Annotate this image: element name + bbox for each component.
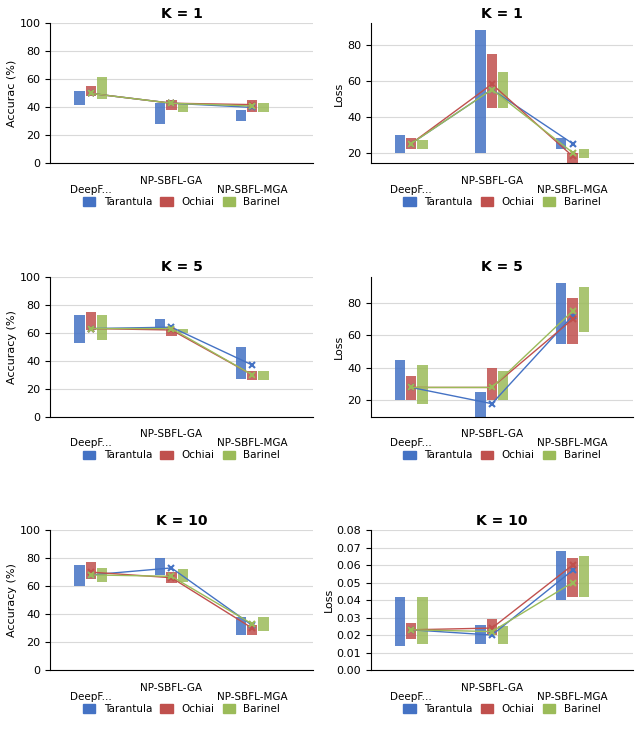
Bar: [486, 620, 497, 635]
Bar: [579, 556, 589, 597]
Bar: [417, 597, 428, 644]
Text: NP-SBFL-MGA: NP-SBFL-MGA: [537, 185, 608, 195]
Bar: [155, 558, 165, 575]
Legend: Tarantula, Ochiai, Barinel: Tarantula, Ochiai, Barinel: [79, 193, 284, 211]
Bar: [236, 347, 246, 379]
Bar: [236, 110, 246, 121]
Bar: [556, 138, 566, 149]
Bar: [556, 284, 566, 343]
Bar: [155, 103, 165, 124]
Bar: [86, 87, 96, 96]
Bar: [258, 370, 269, 380]
Bar: [258, 617, 269, 631]
Bar: [177, 329, 188, 333]
Bar: [97, 76, 108, 99]
Y-axis label: Loss: Loss: [334, 334, 344, 359]
Bar: [568, 153, 578, 163]
Text: DeepF...: DeepF...: [70, 692, 111, 702]
Bar: [476, 392, 486, 417]
Bar: [74, 315, 84, 343]
Title: K = 10: K = 10: [156, 514, 207, 528]
Y-axis label: Accuracy (%): Accuracy (%): [7, 563, 17, 637]
Bar: [258, 103, 269, 112]
Text: DeepF...: DeepF...: [390, 438, 432, 448]
Legend: Tarantula, Ochiai, Barinel: Tarantula, Ochiai, Barinel: [79, 446, 284, 465]
Bar: [395, 597, 405, 645]
Bar: [74, 565, 84, 586]
Text: NP-SBFL-MGA: NP-SBFL-MGA: [537, 692, 608, 702]
Bar: [247, 370, 257, 380]
Bar: [406, 623, 417, 639]
Text: NP-SBFL-MGA: NP-SBFL-MGA: [537, 438, 608, 448]
Bar: [166, 572, 177, 584]
Text: NP-SBFL-MGA: NP-SBFL-MGA: [217, 692, 287, 702]
Text: DeepF...: DeepF...: [390, 185, 432, 195]
Bar: [86, 562, 96, 579]
Bar: [579, 149, 589, 158]
Bar: [395, 135, 405, 153]
Text: NP-SBFL-GA: NP-SBFL-GA: [140, 176, 202, 186]
Text: NP-SBFL-MGA: NP-SBFL-MGA: [217, 185, 287, 195]
Bar: [476, 625, 486, 644]
Bar: [395, 360, 405, 401]
Bar: [498, 626, 508, 644]
Bar: [486, 368, 497, 401]
Y-axis label: Loss: Loss: [334, 82, 344, 106]
Bar: [476, 30, 486, 153]
Bar: [579, 287, 589, 332]
Title: K = 1: K = 1: [481, 7, 523, 21]
Bar: [498, 371, 508, 401]
Bar: [247, 625, 257, 635]
Bar: [498, 71, 508, 107]
Bar: [417, 140, 428, 149]
Bar: [568, 298, 578, 343]
Title: K = 1: K = 1: [161, 7, 202, 21]
Bar: [86, 312, 96, 330]
Bar: [247, 101, 257, 112]
Title: K = 5: K = 5: [481, 260, 523, 274]
Bar: [155, 319, 165, 330]
Bar: [97, 568, 108, 582]
Legend: Tarantula, Ochiai, Barinel: Tarantula, Ochiai, Barinel: [399, 700, 605, 718]
Text: NP-SBFL-GA: NP-SBFL-GA: [461, 683, 523, 692]
Bar: [406, 376, 417, 401]
Text: DeepF...: DeepF...: [70, 185, 111, 195]
Bar: [236, 617, 246, 635]
Legend: Tarantula, Ochiai, Barinel: Tarantula, Ochiai, Barinel: [79, 700, 284, 718]
Text: NP-SBFL-MGA: NP-SBFL-MGA: [217, 438, 287, 448]
Title: K = 5: K = 5: [161, 260, 202, 274]
Bar: [166, 101, 177, 110]
Text: NP-SBFL-GA: NP-SBFL-GA: [140, 429, 202, 440]
Y-axis label: Loss: Loss: [324, 588, 333, 612]
Legend: Tarantula, Ochiai, Barinel: Tarantula, Ochiai, Barinel: [399, 193, 605, 211]
Bar: [166, 329, 177, 336]
Bar: [97, 315, 108, 340]
Legend: Tarantula, Ochiai, Barinel: Tarantula, Ochiai, Barinel: [399, 446, 605, 465]
Bar: [486, 54, 497, 107]
Bar: [177, 103, 188, 112]
Bar: [568, 558, 578, 597]
Title: K = 10: K = 10: [476, 514, 528, 528]
Text: NP-SBFL-GA: NP-SBFL-GA: [461, 429, 523, 440]
Text: NP-SBFL-GA: NP-SBFL-GA: [461, 176, 523, 186]
Text: DeepF...: DeepF...: [390, 692, 432, 702]
Bar: [177, 570, 188, 582]
Y-axis label: Accurac (%): Accurac (%): [7, 60, 17, 127]
Text: NP-SBFL-GA: NP-SBFL-GA: [140, 683, 202, 692]
Text: DeepF...: DeepF...: [70, 438, 111, 448]
Y-axis label: Accuracy (%): Accuracy (%): [7, 310, 17, 384]
Bar: [556, 551, 566, 600]
Bar: [74, 90, 84, 104]
Bar: [406, 138, 417, 149]
Bar: [417, 365, 428, 404]
